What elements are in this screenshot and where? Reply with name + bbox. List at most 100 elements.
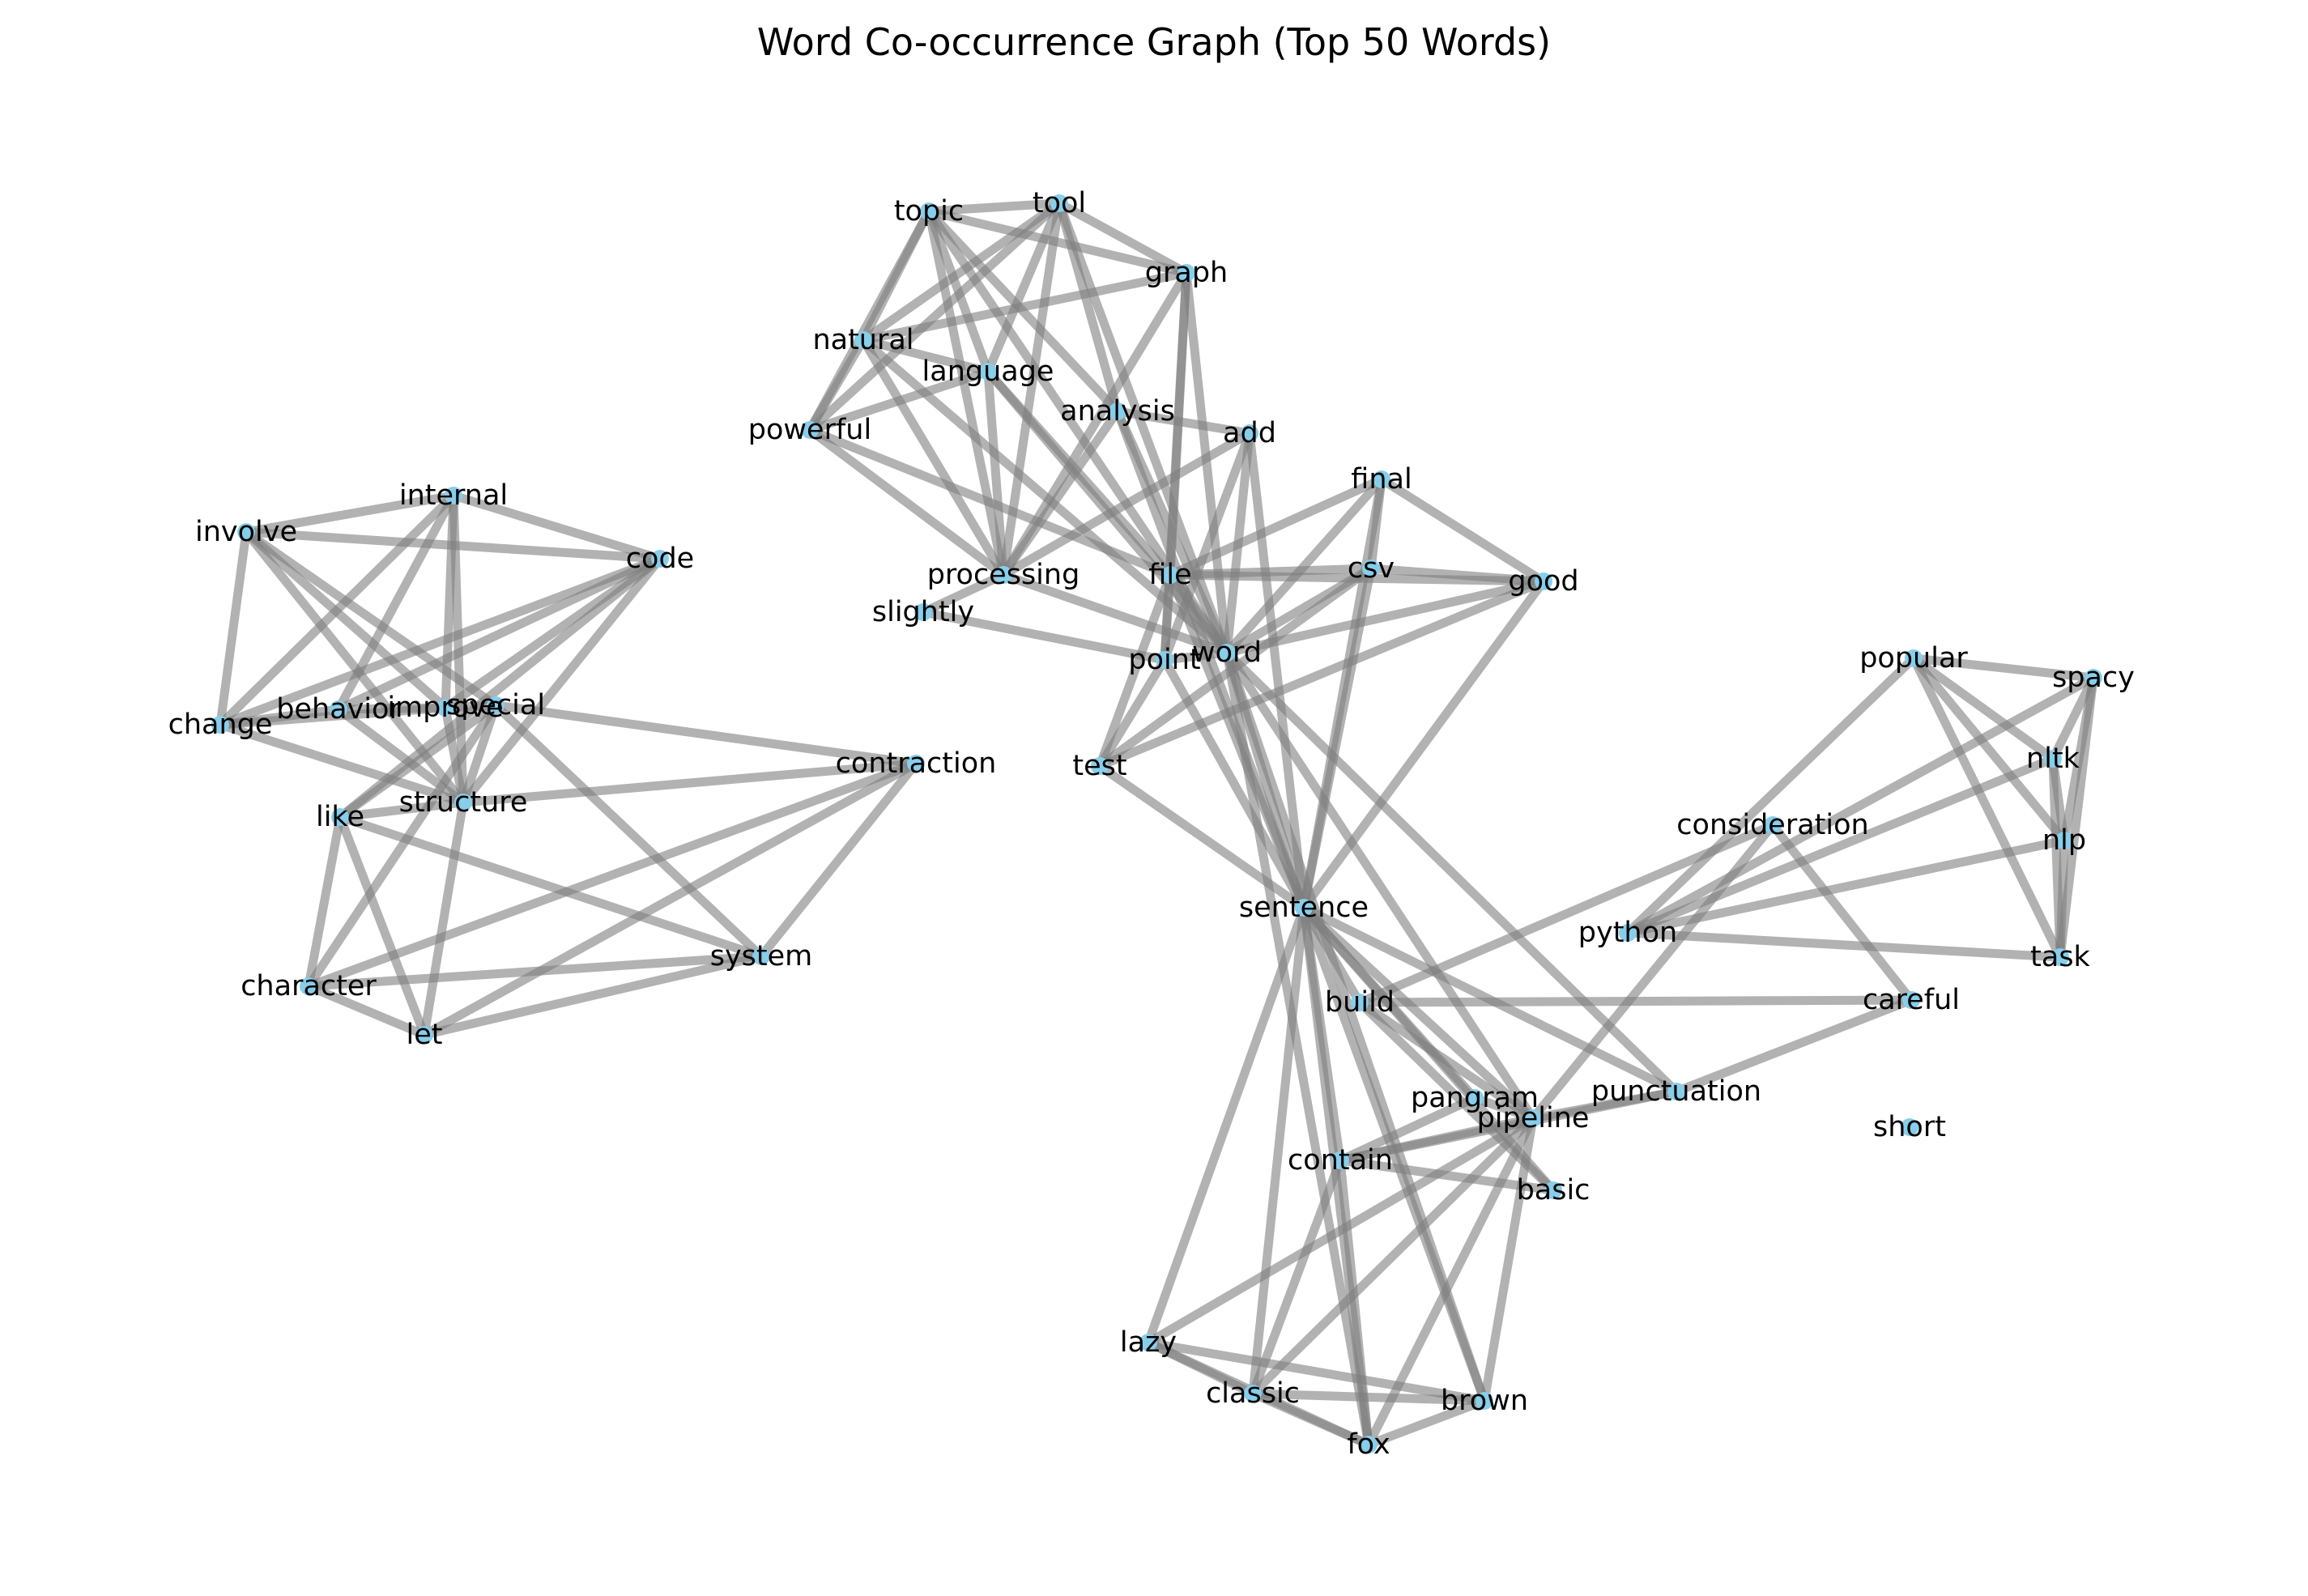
edge-pangram-pipeline — [1470, 1093, 1538, 1123]
edge-pipeline-classic — [1248, 1113, 1538, 1398]
node-label-contraction: contraction — [836, 747, 997, 780]
edge-contain-classic — [1248, 1156, 1345, 1398]
edge-contraction-system — [756, 759, 921, 961]
edge-contraction-character — [304, 759, 921, 991]
edge-character-let — [304, 981, 429, 1040]
edge-good-test — [1095, 577, 1548, 771]
edge-careful-punctuation — [1671, 995, 1916, 1096]
edge-special-like — [335, 700, 500, 822]
edge-final-word — [1222, 475, 1386, 658]
edge-popular-spacy — [1909, 653, 2098, 683]
node-label-graph: graph — [1145, 257, 1228, 289]
node-python — [1619, 924, 1637, 942]
node-label-involve: involve — [195, 516, 297, 548]
node-label-character: character — [241, 970, 377, 1002]
edge-special-contraction — [491, 700, 921, 768]
edge-good-word — [1222, 577, 1548, 658]
node-processing — [994, 566, 1012, 584]
edge-involve-special — [241, 527, 500, 710]
nodes-layer — [211, 194, 2102, 1453]
edge-build-basic — [1355, 998, 1558, 1195]
edge-code-structure — [458, 554, 665, 807]
edge-analysis-processing — [999, 406, 1122, 580]
node-label-lazy: lazy — [1120, 1326, 1177, 1359]
node-label-slightly: slightly — [872, 596, 974, 628]
node-label-pipeline: pipeline — [1477, 1102, 1590, 1134]
node-good — [1535, 572, 1552, 590]
node-graph — [1177, 264, 1195, 282]
edge-structure-let — [419, 798, 468, 1040]
edge-spacy-python — [1623, 673, 2098, 938]
edge-pipeline-brown — [1480, 1113, 1538, 1406]
edge-pangram-contain — [1335, 1093, 1480, 1165]
edge-classic-brown — [1248, 1389, 1489, 1406]
edge-build-pipeline — [1355, 998, 1538, 1123]
edge-brown-fox — [1364, 1396, 1489, 1449]
node-label-good: good — [1508, 565, 1578, 598]
node-label-fox: fox — [1347, 1428, 1390, 1461]
node-label-natural: natural — [812, 324, 913, 356]
edge-internal-involve — [241, 491, 458, 537]
edge-pipeline-fox — [1364, 1113, 1538, 1449]
edge-popular-task — [1909, 653, 2065, 962]
node-label-language: language — [922, 355, 1054, 388]
edge-special-character — [304, 700, 500, 991]
node-label-spacy: spacy — [2052, 662, 2135, 694]
edge-python-task — [1623, 928, 2065, 962]
node-label-code: code — [626, 543, 694, 575]
node-label-improve: improve — [387, 692, 503, 724]
edge-graph-natural — [858, 268, 1191, 345]
node-spacy — [2084, 669, 2102, 687]
node-involve — [237, 523, 255, 541]
node-label-processing: processing — [927, 559, 1080, 591]
edge-special-system — [491, 700, 766, 961]
edge-structure-like — [335, 798, 468, 822]
edge-popular-nlp — [1909, 653, 2069, 845]
node-build — [1351, 994, 1369, 1011]
node-label-build: build — [1325, 986, 1395, 1019]
node-lazy — [1139, 1334, 1157, 1351]
node-label-final: final — [1351, 463, 1412, 496]
edge-language-powerful — [805, 367, 993, 435]
edge-sentence-brown — [1299, 903, 1489, 1406]
edge-file-sentence — [1165, 570, 1309, 913]
edge-natural-processing — [858, 335, 1008, 580]
edge-word-fox — [1222, 648, 1373, 1449]
node-label-special: special — [446, 689, 545, 721]
node-basic — [1544, 1181, 1562, 1199]
node-label-behavior: behavior — [276, 693, 401, 726]
node-label-classic: classic — [1206, 1377, 1300, 1410]
edge-like-character — [304, 812, 345, 991]
node-label-contain: contain — [1288, 1144, 1393, 1177]
node-classic — [1244, 1385, 1262, 1402]
node-label-python: python — [1578, 917, 1677, 949]
edge-code-behavior — [334, 554, 665, 714]
node-file — [1161, 566, 1179, 584]
node-nltk — [2044, 750, 2062, 768]
edge-nltk-python — [1623, 754, 2058, 938]
node-change — [211, 716, 229, 734]
node-natural — [854, 331, 872, 349]
node-consideration — [1764, 816, 1782, 834]
node-label-word: word — [1192, 636, 1262, 669]
node-powerful — [801, 421, 819, 439]
node-structure — [454, 794, 472, 811]
node-label-powerful: powerful — [748, 414, 871, 446]
node-label-brown: brown — [1441, 1385, 1528, 1417]
edge-internal-code — [449, 491, 665, 564]
node-label-add: add — [1223, 417, 1276, 449]
node-label-sentence: sentence — [1239, 892, 1369, 924]
edge-contraction-let — [419, 759, 921, 1040]
edge-popular-python — [1623, 653, 1918, 938]
edge-tool-natural — [858, 198, 1064, 345]
node-label-point: point — [1128, 644, 1200, 676]
node-character — [300, 977, 317, 995]
labels-layer: topic tool graph natural language powerful ana… — [168, 187, 2135, 1461]
node-label-test: test — [1072, 750, 1126, 782]
node-short — [1901, 1118, 1918, 1136]
edge-consideration-pipeline — [1528, 820, 1778, 1123]
node-code — [651, 550, 669, 568]
edge-good-file — [1165, 570, 1548, 586]
node-label-popular: popular — [1859, 642, 1968, 675]
